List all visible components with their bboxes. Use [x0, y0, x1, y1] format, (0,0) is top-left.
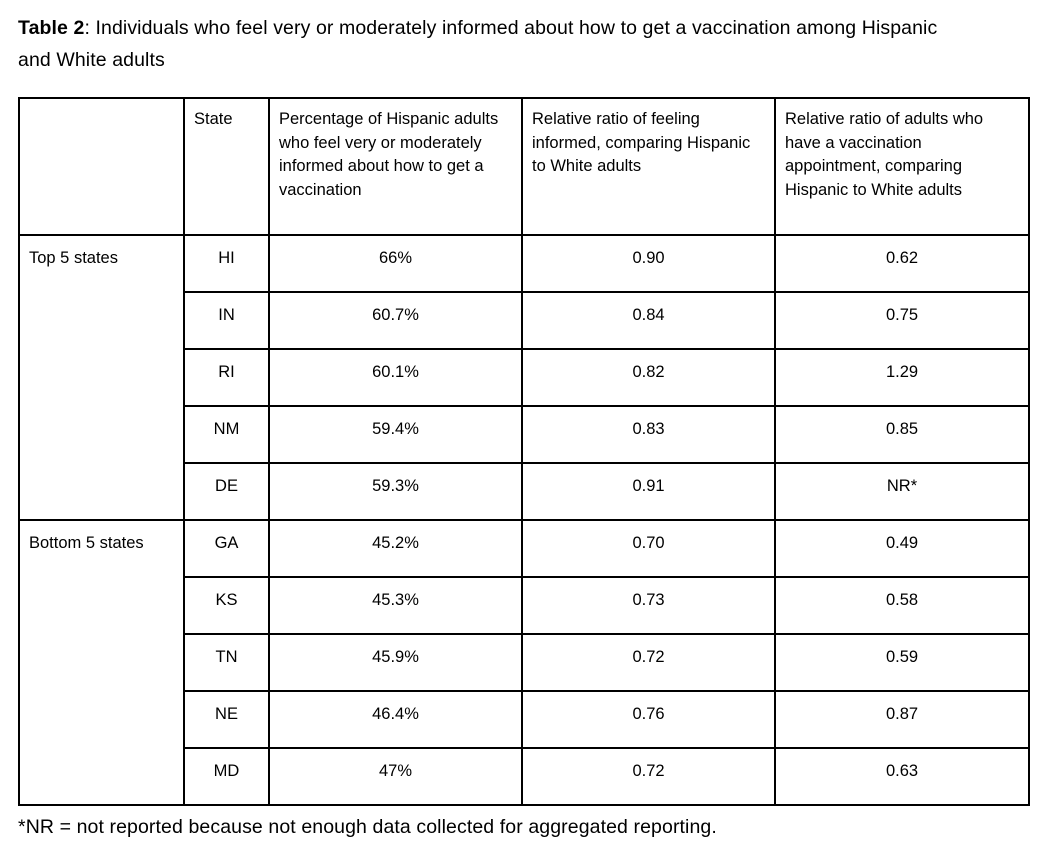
table-row: IN 60.7% 0.84 0.75	[19, 291, 1030, 350]
state-cell: KS	[183, 576, 270, 635]
ratio-appointment-cell: 0.63	[774, 747, 1030, 806]
ratio-informed-cell: 0.73	[521, 576, 776, 635]
table-row: RI 60.1% 0.82 1.29	[19, 348, 1030, 407]
ratio-informed-cell: 0.84	[521, 291, 776, 350]
ratio-informed-cell: 0.76	[521, 690, 776, 749]
state-cell: NE	[183, 690, 270, 749]
state-cell: DE	[183, 462, 270, 521]
group-label-bottom-5-states: Bottom 5 states	[18, 519, 185, 806]
data-table: State Percentage of Hispanic adults who …	[18, 97, 1030, 806]
table-row: DE 59.3% 0.91 NR*	[19, 462, 1030, 521]
header-row: State Percentage of Hispanic adults who …	[18, 97, 1030, 236]
group-label-top-5-states: Top 5 states	[18, 234, 185, 521]
state-cell: HI	[183, 234, 270, 293]
ratio-appointment-cell: 0.59	[774, 633, 1030, 692]
state-cell: TN	[183, 633, 270, 692]
percentage-cell: 45.9%	[268, 633, 523, 692]
header-group	[18, 97, 185, 236]
ratio-informed-cell: 0.72	[521, 633, 776, 692]
table-title: Table 2: Individuals who feel very or mo…	[18, 12, 968, 76]
ratio-informed-cell: 0.72	[521, 747, 776, 806]
ratio-appointment-cell: 0.85	[774, 405, 1030, 464]
percentage-cell: 45.3%	[268, 576, 523, 635]
ratio-appointment-cell: 1.29	[774, 348, 1030, 407]
table-row: Bottom 5 states GA 45.2% 0.70 0.49	[18, 519, 1030, 806]
state-cell: RI	[183, 348, 270, 407]
percentage-cell: 59.3%	[268, 462, 523, 521]
table-title-label: Table 2	[18, 17, 85, 39]
document-page: Table 2: Individuals who feel very or mo…	[18, 12, 1030, 838]
table-row: TN 45.9% 0.72 0.59	[19, 633, 1030, 692]
state-cell: IN	[183, 291, 270, 350]
table-title-text: : Individuals who feel very or moderatel…	[18, 17, 938, 71]
ratio-appointment-cell: 0.58	[774, 576, 1030, 635]
header-percentage: Percentage of Hispanic adults who feel v…	[268, 97, 523, 236]
percentage-cell: 45.2%	[268, 519, 523, 578]
state-cell: MD	[183, 747, 270, 806]
header-ratio-appointment: Relative ratio of adults who have a vacc…	[774, 97, 1030, 236]
state-cell: NM	[183, 405, 270, 464]
ratio-informed-cell: 0.83	[521, 405, 776, 464]
header-state: State	[183, 97, 270, 236]
ratio-appointment-cell: NR*	[774, 462, 1030, 521]
percentage-cell: 47%	[268, 747, 523, 806]
ratio-appointment-cell: 0.62	[774, 234, 1030, 293]
percentage-cell: 60.7%	[268, 291, 523, 350]
ratio-informed-cell: 0.70	[521, 519, 776, 578]
table-row: NM 59.4% 0.83 0.85	[19, 405, 1030, 464]
ratio-informed-cell: 0.91	[521, 462, 776, 521]
table-row: NE 46.4% 0.76 0.87	[19, 690, 1030, 749]
footnote: *NR = not reported because not enough da…	[18, 816, 717, 838]
percentage-cell: 59.4%	[268, 405, 523, 464]
state-cell: GA	[183, 519, 270, 578]
table-row: Top 5 states HI 66% 0.90 0.62	[18, 234, 1030, 521]
percentage-cell: 60.1%	[268, 348, 523, 407]
percentage-cell: 66%	[268, 234, 523, 293]
table-row: KS 45.3% 0.73 0.58	[19, 576, 1030, 635]
ratio-appointment-cell: 0.87	[774, 690, 1030, 749]
ratio-informed-cell: 0.82	[521, 348, 776, 407]
ratio-appointment-cell: 0.75	[774, 291, 1030, 350]
percentage-cell: 46.4%	[268, 690, 523, 749]
ratio-informed-cell: 0.90	[521, 234, 776, 293]
ratio-appointment-cell: 0.49	[774, 519, 1030, 578]
table-row: MD 47% 0.72 0.63	[19, 747, 1030, 806]
header-ratio-informed: Relative ratio of feeling informed, comp…	[521, 97, 776, 236]
